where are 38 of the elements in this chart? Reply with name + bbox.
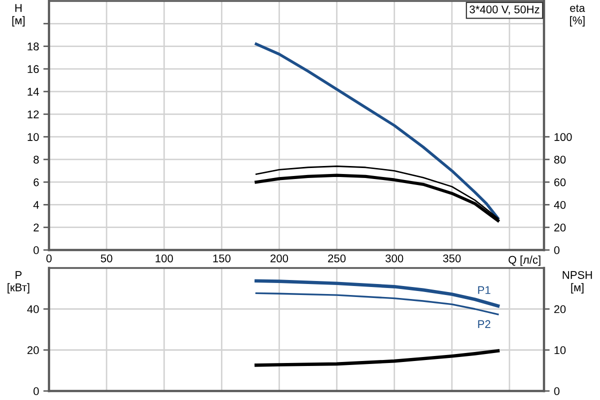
y-tick-label: 14: [28, 88, 39, 96]
y-tick-label: 0: [34, 387, 39, 396]
y-tick-label: 10: [28, 133, 39, 141]
y-tick-label: 12: [28, 110, 39, 118]
y-tick-label: 6: [34, 178, 39, 186]
y2-tick-label: 0: [554, 387, 560, 396]
x-tick-label: 300: [386, 254, 404, 262]
y-tick-label: 20: [27, 346, 39, 354]
y2-tick-label: 40: [554, 200, 566, 209]
x-tick-label: 200: [270, 254, 288, 262]
y-tick-label: 16: [28, 65, 39, 74]
y2-tick-label: 20: [554, 305, 566, 314]
y2-tick-label: 10: [554, 346, 566, 354]
x-tick-label: 50: [100, 254, 112, 262]
series-label: P2: [478, 320, 490, 328]
x-tick-label: 0: [46, 254, 52, 262]
x-axis-title: Q [л/с]: [508, 256, 540, 266]
x-tick-label: 350: [443, 254, 461, 262]
y-axis-title: P [кВт]: [8, 271, 30, 294]
y2-tick-label: 60: [554, 178, 566, 186]
y-tick-label: 40: [27, 305, 39, 314]
y2-tick-label: 20: [554, 224, 566, 232]
y-tick-label: 4: [33, 201, 39, 209]
y-tick-label: 0: [34, 246, 39, 254]
x-tick-label: 100: [156, 254, 173, 262]
x-tick-label: 150: [213, 254, 231, 262]
y2-axis-title: NPSH [м]: [562, 271, 592, 294]
y2-axis-title: eta [%]: [570, 4, 586, 27]
x-tick-label: 250: [328, 254, 346, 262]
y2-tick-label: 80: [554, 156, 566, 164]
y2-tick-label: 0: [554, 246, 560, 254]
series-label: P1: [478, 286, 490, 294]
y-tick-label: 18: [28, 42, 39, 50]
y-tick-label: 2: [34, 224, 39, 232]
y-tick-label: 8: [34, 156, 39, 164]
y2-tick-label: 100: [554, 133, 572, 141]
chart-title: 3*400 V, 50Hz: [470, 5, 540, 15]
y-axis-title: H [м]: [12, 4, 25, 27]
